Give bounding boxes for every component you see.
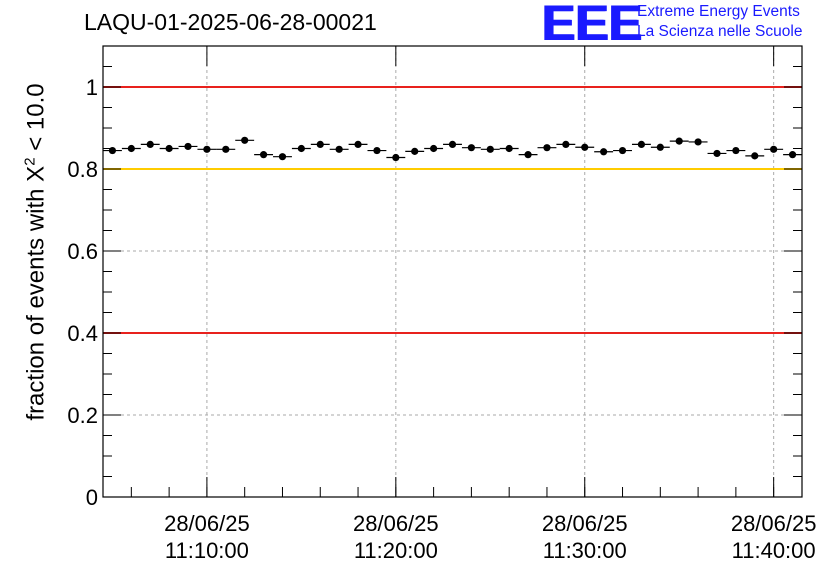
data-point-29	[650, 143, 670, 151]
data-point-0	[103, 146, 122, 155]
data-point-8	[254, 151, 274, 159]
plot-frame	[102, 45, 803, 498]
chart-title: LAQU-01-2025-06-28-00021	[84, 9, 377, 35]
data-point-31	[688, 138, 708, 146]
data-point-33	[726, 146, 746, 155]
data-point-25	[575, 143, 595, 151]
data-point-21	[499, 144, 519, 153]
data-point-14	[367, 146, 387, 155]
y-axis-label-main: fraction of events with X	[22, 165, 50, 421]
data-point-24	[556, 140, 576, 148]
x-tick-time-2: 11:30:00	[543, 538, 627, 563]
data-point-7	[235, 136, 255, 144]
y-axis-label: fraction of events with X2 < 10.0	[22, 83, 51, 420]
x-tick-date-3: 28/06/25	[731, 511, 817, 536]
y-tick-label-4: 0.8	[67, 157, 98, 182]
y-tick-label-5: 1	[86, 75, 98, 100]
y-tick-label-2: 0.4	[67, 321, 98, 346]
data-point-13	[348, 140, 368, 148]
data-point-2	[140, 140, 160, 148]
data-point-10	[291, 144, 311, 153]
data-point-20	[480, 145, 500, 153]
x-tick-time-3: 11:40:00	[732, 538, 816, 563]
data-point-12	[329, 145, 349, 153]
x-tick-time-0: 11:10:00	[165, 538, 249, 563]
data-point-15	[386, 153, 406, 162]
data-point-11	[310, 140, 330, 148]
data-point-22	[518, 151, 538, 159]
data-point-17	[424, 144, 444, 153]
y-tick-label-1: 0.2	[67, 403, 98, 428]
data-point-30	[669, 137, 689, 145]
data-point-3	[159, 144, 179, 153]
x-tick-date-2: 28/06/25	[542, 511, 628, 536]
data-point-23	[537, 144, 557, 152]
data-point-36	[783, 151, 802, 159]
data-point-19	[461, 144, 481, 152]
x-tick-date-1: 28/06/25	[353, 511, 439, 536]
logo-line-la-scienza: La Scienza nelle Scuole	[637, 23, 803, 40]
data-point-32	[707, 149, 727, 158]
data-point-28	[631, 140, 651, 148]
data-point-9	[273, 153, 292, 161]
data-point-26	[594, 148, 614, 156]
x-tick-date-0: 28/06/25	[164, 511, 250, 536]
data-point-34	[745, 152, 765, 160]
y-axis-label-tail: < 10.0	[22, 83, 50, 158]
y-tick-label-0: 0	[86, 485, 98, 510]
y-tick-label-3: 0.6	[67, 239, 98, 264]
data-point-4	[178, 142, 198, 151]
data-point-6	[216, 145, 236, 153]
eee-logo-mark: EEE	[542, 0, 643, 51]
data-point-5	[197, 145, 217, 153]
x-tick-time-1: 11:20:00	[354, 538, 438, 563]
data-point-35	[764, 145, 784, 153]
y-axis-label-sup: 2	[21, 157, 39, 166]
logo-line-extreme-energy-events: Extreme Energy Events	[637, 3, 800, 20]
data-point-18	[443, 140, 462, 148]
data-point-27	[613, 146, 632, 155]
data-point-1	[121, 144, 141, 153]
data-point-16	[405, 147, 425, 155]
